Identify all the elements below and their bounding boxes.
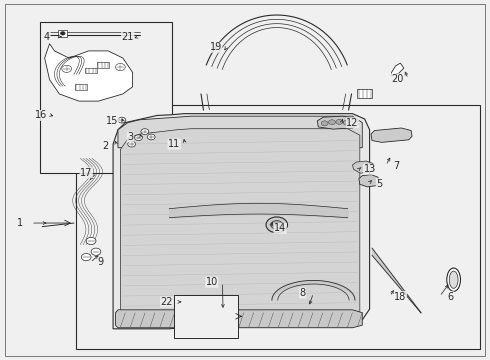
Circle shape — [116, 63, 125, 71]
Bar — [75, 84, 87, 90]
Text: 21: 21 — [122, 32, 134, 41]
Text: 14: 14 — [274, 224, 286, 233]
Text: 11: 11 — [168, 139, 180, 149]
Circle shape — [62, 65, 72, 72]
Polygon shape — [359, 175, 379, 187]
Text: 10: 10 — [206, 277, 218, 287]
Polygon shape — [121, 129, 360, 323]
Text: 5: 5 — [376, 179, 383, 189]
Circle shape — [141, 129, 149, 134]
Text: 16: 16 — [35, 111, 47, 121]
Ellipse shape — [447, 268, 461, 291]
Circle shape — [81, 253, 91, 261]
Polygon shape — [352, 161, 374, 173]
Text: 20: 20 — [391, 74, 404, 84]
Text: 13: 13 — [364, 164, 376, 174]
Polygon shape — [45, 44, 133, 101]
Text: 15: 15 — [106, 116, 118, 126]
Text: 7: 7 — [393, 161, 399, 171]
Bar — [76, 105, 480, 348]
Bar — [174, 295, 238, 338]
Text: 1: 1 — [17, 218, 24, 228]
Text: 4: 4 — [44, 32, 50, 41]
Text: 12: 12 — [346, 118, 359, 128]
Bar — [357, 89, 372, 98]
Circle shape — [60, 32, 65, 35]
Bar — [98, 62, 109, 68]
Text: 17: 17 — [80, 168, 93, 178]
Bar — [85, 68, 97, 73]
Text: 18: 18 — [394, 292, 407, 302]
Polygon shape — [116, 310, 362, 328]
Polygon shape — [113, 114, 369, 329]
Circle shape — [135, 135, 143, 140]
Circle shape — [321, 121, 328, 126]
Text: 22: 22 — [161, 297, 173, 307]
Polygon shape — [392, 63, 404, 76]
Text: 9: 9 — [98, 257, 104, 267]
Circle shape — [266, 217, 288, 233]
Text: 6: 6 — [447, 292, 453, 302]
Circle shape — [118, 117, 126, 123]
Polygon shape — [318, 116, 358, 129]
Text: 8: 8 — [299, 288, 306, 298]
Bar — [40, 22, 171, 173]
Text: 19: 19 — [210, 42, 222, 52]
Text: 3: 3 — [127, 132, 133, 142]
Circle shape — [91, 248, 101, 255]
Circle shape — [343, 120, 350, 125]
Circle shape — [336, 120, 343, 125]
Circle shape — [86, 237, 96, 244]
Ellipse shape — [449, 271, 458, 288]
Circle shape — [271, 221, 283, 229]
Circle shape — [329, 120, 335, 125]
Polygon shape — [371, 128, 412, 142]
Bar — [58, 30, 67, 37]
Polygon shape — [118, 116, 362, 148]
Circle shape — [147, 134, 155, 140]
Circle shape — [128, 141, 136, 147]
Text: 2: 2 — [102, 141, 109, 151]
